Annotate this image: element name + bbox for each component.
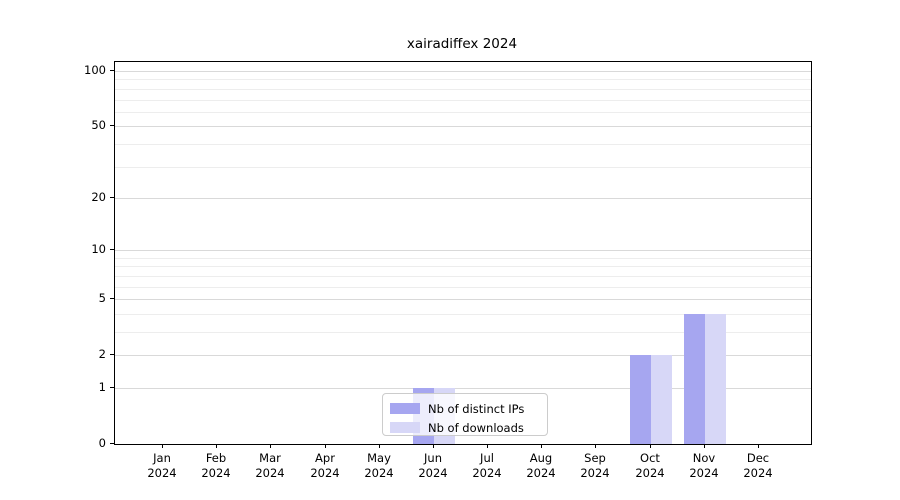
y-tick-label: 1 bbox=[98, 380, 106, 394]
x-tick-label: Dec 2024 bbox=[726, 451, 790, 481]
x-tick-label: Nov 2024 bbox=[672, 451, 736, 481]
y-tick-label: 100 bbox=[84, 63, 106, 77]
x-tick-label-line: Jul bbox=[480, 451, 494, 465]
gridline-major bbox=[115, 355, 811, 357]
y-axis-tick bbox=[110, 387, 114, 388]
y-axis-tick bbox=[110, 197, 114, 198]
x-tick-label-line: Apr bbox=[315, 451, 335, 465]
x-tick-label-line: Feb bbox=[205, 451, 227, 465]
x-tick-label-line: 2024 bbox=[364, 466, 394, 480]
y-axis-tick bbox=[110, 70, 114, 71]
x-tick-label-line: Sep bbox=[584, 451, 606, 465]
x-tick-label: May 2024 bbox=[347, 451, 411, 481]
x-tick-label-line: Oct bbox=[640, 451, 660, 465]
x-tick-label-line: 2024 bbox=[472, 466, 502, 480]
x-tick-label-line: 2024 bbox=[310, 466, 340, 480]
y-tick-label: 50 bbox=[91, 118, 106, 132]
bar-distinct-ips bbox=[683, 313, 705, 444]
x-tick-label-line: Dec bbox=[746, 451, 770, 465]
x-tick-label-line: 2024 bbox=[418, 466, 448, 480]
x-tick-label: Jul 2024 bbox=[455, 451, 519, 481]
gridline-minor bbox=[115, 88, 811, 90]
y-axis-tick bbox=[110, 298, 114, 299]
gridline-major bbox=[115, 71, 811, 72]
y-tick-label: 10 bbox=[91, 242, 106, 256]
x-tick-label-line: Jun bbox=[424, 451, 442, 465]
x-tick-label-line: Nov bbox=[692, 451, 716, 465]
x-axis-tick bbox=[487, 444, 488, 448]
legend-label-downloads: Nb of downloads bbox=[428, 420, 524, 435]
x-tick-label-line: 2024 bbox=[635, 466, 665, 480]
x-axis-tick bbox=[162, 444, 163, 448]
gridline-minor bbox=[115, 286, 811, 288]
gridline-minor bbox=[115, 79, 811, 81]
gridline-minor bbox=[115, 275, 811, 277]
bar-downloads bbox=[650, 355, 672, 444]
gridline-minor bbox=[115, 143, 811, 145]
y-axis-tick bbox=[110, 443, 114, 444]
x-tick-label-line: 2024 bbox=[147, 466, 177, 480]
bar-distinct-ips bbox=[629, 355, 651, 444]
x-axis-tick bbox=[595, 444, 596, 448]
x-axis-tick bbox=[433, 444, 434, 448]
x-tick-label-line: 2024 bbox=[743, 466, 773, 480]
x-tick-label-line: 2024 bbox=[201, 466, 231, 480]
legend-item-distinct-ips: Nb of distinct IPs bbox=[390, 399, 539, 418]
gridline-minor bbox=[115, 111, 811, 113]
gridline-minor bbox=[115, 99, 811, 101]
x-axis-tick bbox=[758, 444, 759, 448]
x-tick-label-line: 2024 bbox=[689, 466, 719, 480]
x-tick-label-line: May bbox=[367, 451, 391, 465]
y-tick-label: 20 bbox=[91, 190, 106, 204]
x-tick-label: Sep 2024 bbox=[563, 451, 627, 481]
y-tick-label: 5 bbox=[98, 291, 106, 305]
gridline-minor bbox=[115, 266, 811, 268]
x-tick-label-line: 2024 bbox=[580, 466, 610, 480]
x-axis-tick bbox=[650, 444, 651, 448]
x-tick-label: Apr 2024 bbox=[293, 451, 357, 481]
y-tick-label: 0 bbox=[98, 436, 106, 450]
x-tick-label-line: Jan bbox=[153, 451, 171, 465]
x-axis-tick bbox=[379, 444, 380, 448]
x-tick-label: Mar 2024 bbox=[238, 451, 302, 481]
x-tick-label: Aug 2024 bbox=[509, 451, 573, 481]
legend-swatch-distinct-ips bbox=[390, 403, 420, 414]
legend-swatch-downloads bbox=[390, 422, 420, 433]
x-tick-label-line: 2024 bbox=[255, 466, 285, 480]
gridline-minor bbox=[115, 257, 811, 259]
bar-downloads bbox=[704, 313, 726, 444]
legend-item-downloads: Nb of downloads bbox=[390, 418, 539, 437]
x-axis-tick bbox=[704, 444, 705, 448]
gridline-minor bbox=[115, 313, 811, 315]
x-axis-tick bbox=[216, 444, 217, 448]
plot-area bbox=[114, 61, 812, 445]
y-axis-tick bbox=[110, 249, 114, 250]
gridline-minor bbox=[115, 166, 811, 168]
x-axis-tick bbox=[270, 444, 271, 448]
gridline-minor bbox=[115, 332, 811, 333]
x-tick-label-line: Mar bbox=[259, 451, 281, 465]
gridline-major bbox=[115, 299, 811, 301]
x-tick-label: Feb 2024 bbox=[184, 451, 248, 481]
x-tick-label-line: 2024 bbox=[526, 466, 556, 480]
legend: Nb of distinct IPs Nb of downloads bbox=[382, 393, 548, 436]
y-axis-tick bbox=[110, 125, 114, 126]
x-axis-tick bbox=[541, 444, 542, 448]
x-tick-label: Jan 2024 bbox=[130, 451, 194, 481]
x-tick-label: Jun 2024 bbox=[401, 451, 465, 481]
y-axis-tick bbox=[110, 354, 114, 355]
gridline-major bbox=[115, 388, 811, 389]
chart-title: xairadiffex 2024 bbox=[406, 36, 518, 52]
y-tick-label: 2 bbox=[98, 347, 106, 361]
x-tick-label: Oct 2024 bbox=[618, 451, 682, 481]
legend-label-distinct-ips: Nb of distinct IPs bbox=[428, 401, 525, 416]
gridline-major bbox=[115, 197, 811, 199]
x-tick-label-line: Aug bbox=[529, 451, 553, 465]
x-axis-tick bbox=[325, 444, 326, 448]
gridline-major bbox=[115, 250, 811, 252]
gridline-major bbox=[115, 126, 811, 128]
